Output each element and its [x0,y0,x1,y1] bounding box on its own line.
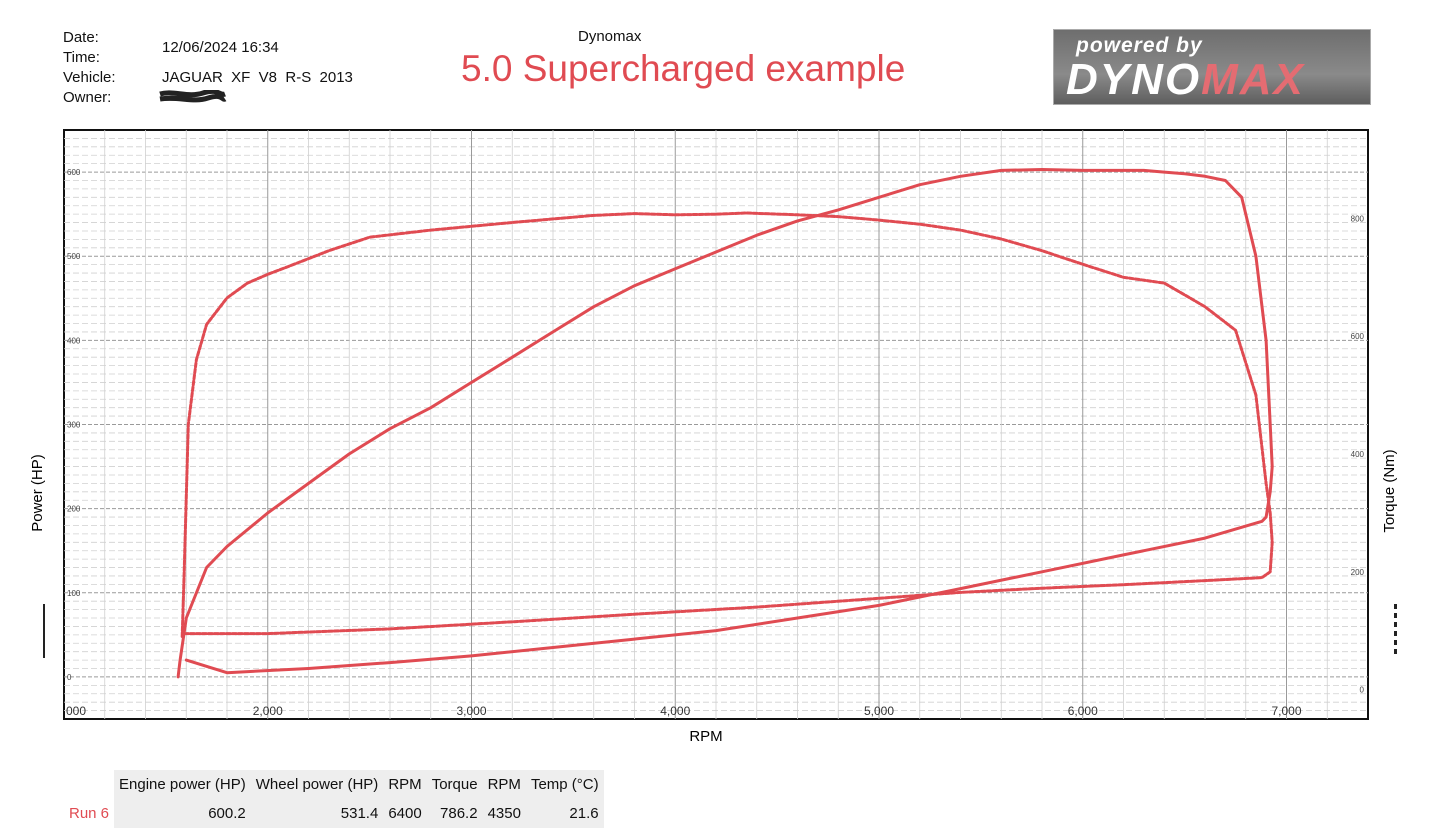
y-right-tick-label: 600 [1351,332,1365,341]
curves [176,168,1274,679]
cell-temp: 21.6 [525,799,604,828]
date-label: Date: [63,29,99,46]
x-tick-label: 5,000 [864,704,894,718]
legend-power-line [43,604,45,658]
y-left-tick-label: 0 [67,673,72,682]
header-engine-power: Engine power (HP) [114,770,251,799]
x-tick-label: 4,000 [660,704,690,718]
vehicle-label: Vehicle: [63,69,116,86]
cell-rpm-power: 6400 [383,799,427,828]
x-tick-label: 000 [66,704,86,718]
cell-rpm-torque: 4350 [482,799,526,828]
header-torque: Torque [426,770,483,799]
power-curve [176,168,1274,679]
cell-torque: 786.2 [426,799,483,828]
y-left-tick-label: 100 [67,589,81,598]
results-row-run: Run 6 600.2 531.4 6400 786.2 4350 21.6 [64,799,604,828]
y-right-tick-label: 200 [1351,568,1365,577]
x-tick-label: 2,000 [253,704,283,718]
results-header-row: Engine power (HP) Wheel power (HP) RPM T… [64,770,604,799]
legend-torque-line [1394,604,1397,658]
owner-redaction [159,90,227,103]
header-blank [64,770,115,799]
header-rpm-power: RPM [383,770,427,799]
header-temp: Temp (°C) [525,770,604,799]
x-tick-label: 6,000 [1068,704,1098,718]
software-name: Dynomax [578,28,642,45]
results-table: Engine power (HP) Wheel power (HP) RPM T… [64,770,604,828]
torque-curve [180,211,1274,638]
x-tick-label: 3,000 [456,704,486,718]
y-left-tick-label: 300 [67,421,81,430]
y-axis-right-label: Torque (Nm) [1381,449,1398,532]
dynomax-logo: powered by DYNOMAX [1053,29,1371,105]
cell-engine-power: 600.2 [114,799,251,828]
owner-label: Owner: [63,89,112,106]
grid [64,130,1368,719]
cell-wheel-power: 531.4 [250,799,384,828]
ticks: 000 2,000 3,000 4,000 5,000 6,000 7,000 0 100 200… [66,168,1365,718]
x-tick-label: 7,000 [1271,704,1301,718]
dyno-chart: 000 2,000 3,000 4,000 5,000 6,000 7,000 0 100 200… [29,129,1398,745]
y-right-tick-label: 0 [1360,686,1365,695]
annotation-title: 5.0 Supercharged example [461,48,906,89]
time-label: Time: [63,49,100,66]
y-axis-left-label: Power (HP) [29,454,46,532]
x-axis-label: RPM [689,728,722,745]
header-rpm-torque: RPM [482,770,526,799]
vehicle-value: JAGUAR XF V8 R-S 2013 [162,69,353,86]
y-right-tick-label: 800 [1351,214,1365,223]
header-wheel-power: Wheel power (HP) [250,770,384,799]
y-left-tick-label: 200 [67,505,81,514]
run-label: Run 6 [64,799,115,828]
y-left-tick-label: 600 [67,168,81,177]
y-left-tick-label: 500 [67,252,81,261]
logo-wordmark: DYNOMAX [1066,55,1305,104]
datetime-value: 12/06/2024 16:34 [162,39,279,56]
y-left-tick-label: 400 [67,336,81,345]
y-right-tick-label: 400 [1351,450,1365,459]
logo-tagline: powered by [1076,34,1203,57]
